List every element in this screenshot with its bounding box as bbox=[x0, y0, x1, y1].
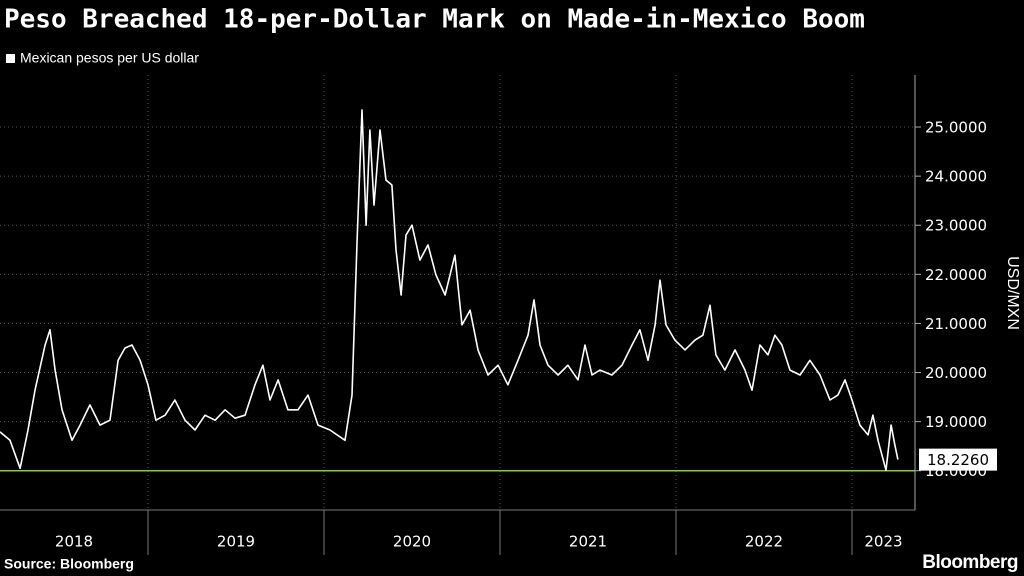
x-tick-label: 2018 bbox=[55, 533, 93, 551]
y-tick-label: 22.0000 bbox=[925, 266, 987, 284]
y-tick-label: 20.0000 bbox=[925, 364, 987, 382]
series-line bbox=[0, 109, 899, 471]
brand: Bloomberg bbox=[922, 552, 1018, 573]
x-tick-label: 2021 bbox=[569, 533, 607, 551]
x-tick-label: 2023 bbox=[864, 533, 902, 551]
last-value-label: 18.2260 bbox=[927, 451, 989, 469]
x-tick-label: 2022 bbox=[745, 533, 783, 551]
last-value-box bbox=[919, 448, 997, 471]
legend-label: Mexican pesos per US dollar bbox=[20, 50, 199, 66]
x-tick-label: 2020 bbox=[393, 533, 431, 551]
y-tick-label: 21.0000 bbox=[925, 315, 987, 333]
legend-swatch bbox=[6, 54, 15, 63]
chart-title: Peso Breached 18-per-Dollar Mark on Made… bbox=[4, 5, 865, 35]
y-tick-label: 19.0000 bbox=[925, 413, 987, 431]
y-tick-label: 25.0000 bbox=[925, 119, 987, 137]
y-tick-label: 24.0000 bbox=[925, 168, 987, 186]
y-tick-label: 23.0000 bbox=[925, 217, 987, 235]
y-axis-label: USD/MXN bbox=[1004, 256, 1021, 330]
x-tick-label: 2019 bbox=[217, 533, 255, 551]
source: Source: Bloomberg bbox=[4, 556, 134, 572]
